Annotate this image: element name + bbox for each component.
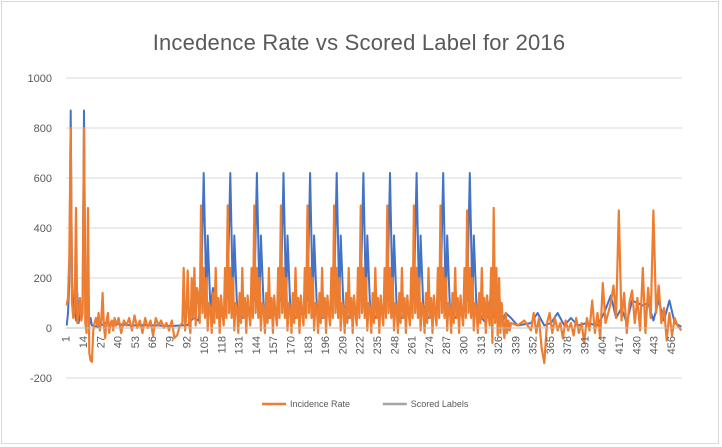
x-tick-label: 300	[458, 336, 470, 354]
legend-label: Scored Labels	[411, 399, 469, 409]
x-tick-label: 92	[182, 336, 194, 348]
x-tick-label: 339	[510, 336, 522, 354]
x-tick-label: 27	[95, 336, 107, 348]
x-tick-label: 66	[147, 336, 159, 348]
y-tick-label: 800	[34, 123, 52, 135]
x-tick-label: 209	[337, 336, 349, 354]
x-tick-label: 131	[234, 336, 246, 354]
y-tick-label: 1000	[28, 73, 52, 85]
x-tick-label: 248	[389, 336, 401, 354]
x-tick-label: 222	[355, 336, 367, 354]
x-tick-label: 1	[61, 336, 73, 342]
x-tick-label: 365	[545, 336, 557, 354]
x-tick-label: 287	[441, 336, 453, 354]
x-tick-label: 274	[424, 336, 436, 354]
x-tick-label: 430	[631, 336, 643, 354]
x-tick-label: 352	[528, 336, 540, 354]
y-tick-label: -200	[30, 373, 52, 385]
x-tick-label: 235	[372, 336, 384, 354]
x-tick-label: 391	[580, 336, 592, 354]
x-tick-label: 40	[113, 336, 125, 348]
x-tick-label: 144	[251, 336, 263, 354]
x-tick-label: 118	[216, 336, 228, 354]
x-tick-label: 170	[286, 336, 298, 354]
x-tick-label: 378	[562, 336, 574, 354]
x-tick-label: 157	[268, 336, 280, 354]
x-tick-label: 417	[614, 336, 626, 354]
y-tick-label: 400	[34, 223, 52, 235]
x-tick-label: 326	[493, 336, 505, 354]
legend-label: Incidence Rate	[290, 399, 350, 409]
x-tick-label: 443	[649, 336, 661, 354]
x-tick-label: 105	[199, 336, 211, 354]
x-tick-label: 313	[476, 336, 488, 354]
x-tick-label: 79	[164, 336, 176, 348]
x-tick-label: 261	[407, 336, 419, 354]
incidence-rate-line	[65, 126, 683, 365]
x-tick-label: 456	[666, 336, 678, 354]
y-tick-label: 600	[34, 173, 52, 185]
x-tick-label: 404	[597, 336, 609, 354]
x-tick-label: 183	[303, 336, 315, 354]
y-tick-label: 200	[34, 273, 52, 285]
y-tick-label: 0	[46, 323, 52, 335]
x-tick-label: 14	[78, 336, 90, 348]
chart-title: Incedence Rate vs Scored Label for 2016	[152, 30, 566, 55]
scored-labels-line	[65, 109, 682, 328]
x-tick-label: 196	[320, 336, 332, 354]
x-tick-label: 53	[130, 336, 142, 348]
